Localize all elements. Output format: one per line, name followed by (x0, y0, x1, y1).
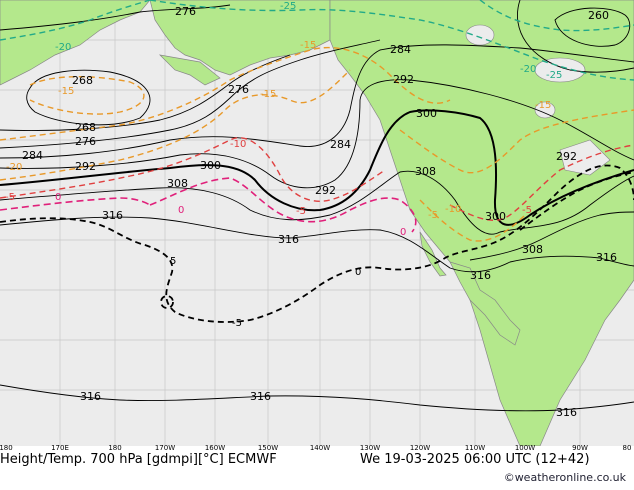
temp-label: -5 (232, 318, 242, 329)
temp-label: 0 (55, 192, 61, 203)
temp-label: -5 (296, 206, 306, 217)
contour-316-south (0, 384, 634, 412)
land-masses (0, 0, 634, 446)
height-label: 292 (393, 73, 414, 86)
height-label: 316 (596, 251, 617, 264)
lon-label: 100W (514, 444, 536, 452)
height-label: 284 (390, 43, 411, 56)
temp-label: -10 (445, 204, 461, 215)
contour-ne-ring (517, 0, 634, 73)
land-alaska (149, 0, 331, 76)
height-label: 316 (80, 390, 101, 403)
height-label: 276 (175, 5, 196, 18)
land-mexico-coast (449, 261, 521, 346)
temp-label: 0 (355, 267, 361, 278)
height-label: 292 (75, 160, 96, 173)
contour-292 (0, 79, 634, 189)
temp-label: -25 (280, 1, 296, 12)
temp-label: 0 (400, 227, 406, 238)
temp-cold (0, 0, 634, 81)
height-labels: 276 268 276 268 276 284 292 300 308 316 … (22, 5, 617, 419)
temp-label: -15 (535, 100, 551, 111)
height-label: 284 (330, 138, 351, 151)
temp-warm (0, 137, 634, 222)
height-label: 308 (415, 165, 436, 178)
lon-label: 170E (51, 444, 69, 452)
lon-label: 160W (204, 444, 226, 452)
temp-label: -5 (5, 192, 15, 203)
height-label: 268 (75, 121, 96, 134)
height-label: 292 (556, 150, 577, 163)
temp-label: -15 (58, 86, 74, 97)
temp-label: -15 (260, 89, 276, 100)
map-title-text: Height/Temp. 700 hPa [gdmpi][°C] ECMWF (0, 452, 277, 467)
height-label: 268 (72, 74, 93, 87)
contour-276-north (0, 4, 231, 31)
temp-label: 5 (170, 256, 176, 267)
height-label: 284 (22, 149, 43, 162)
temp-label: -20 (6, 162, 22, 173)
lon-label: 90W (572, 444, 588, 452)
height-label: 316 (278, 233, 299, 246)
contour-316 (0, 216, 634, 273)
contour-308 (0, 170, 634, 235)
credit-link[interactable]: ©weatheronline.co.uk (503, 471, 626, 484)
contour-gulf (469, 211, 634, 261)
land-aleutians (158, 54, 221, 86)
temp-label: -15 (300, 40, 316, 51)
height-label: 316 (102, 209, 123, 222)
height-label: 300 (485, 210, 506, 223)
lon-label: 130W (359, 444, 381, 452)
height-label: 300 (416, 107, 437, 120)
height-contours (0, 0, 634, 412)
contour-284 (0, 44, 634, 159)
temp-label: 0 (178, 205, 184, 216)
lon-label: 120W (409, 444, 431, 452)
lon-label: 150W (257, 444, 279, 452)
lon-label: 180 (0, 444, 13, 452)
temp-labels: -25 -20 -15 -15 -15 -10 -5 0 -5 0 -5 -10… (5, 1, 562, 329)
temp-zero (0, 177, 417, 233)
temp-label: -20 (55, 42, 71, 53)
lon-label: 170W (154, 444, 176, 452)
temp-label: -5 (428, 210, 438, 221)
height-label: 308 (167, 177, 188, 190)
height-label: 308 (522, 243, 543, 256)
height-label: 292 (315, 184, 336, 197)
lon-label: 80 (622, 444, 632, 452)
contour-300-thick (0, 109, 634, 226)
height-label: 260 (588, 9, 609, 22)
contour-268-low (26, 69, 151, 126)
contour-260 (554, 7, 631, 47)
lon-label: 180 (108, 444, 122, 452)
height-label: 316 (556, 406, 577, 419)
zero-isotherm-black (0, 164, 634, 323)
temp-label: -10 (230, 139, 246, 150)
weather-map: 276 268 276 268 276 284 292 300 308 316 … (0, 0, 634, 446)
height-label: 316 (250, 390, 271, 403)
lon-label: 140W (309, 444, 331, 452)
valid-time: We 19-03-2025 06:00 UTC (12+42) (360, 452, 590, 467)
contour-276 (0, 39, 381, 149)
lon-label: 110W (464, 444, 486, 452)
height-label: 276 (75, 135, 96, 148)
height-label: 316 (470, 269, 491, 282)
temp-mid (0, 46, 634, 242)
height-label: 276 (228, 83, 249, 96)
temp-label: -20 (520, 64, 536, 75)
height-label: 300 (200, 159, 221, 172)
land-siberia (0, 0, 151, 86)
temp-label: -25 (546, 70, 562, 81)
map-title: Height/Temp. 700 hPa [gdmpi][°C] ECMWF W… (0, 452, 590, 467)
temp-label: -5 (522, 205, 532, 216)
